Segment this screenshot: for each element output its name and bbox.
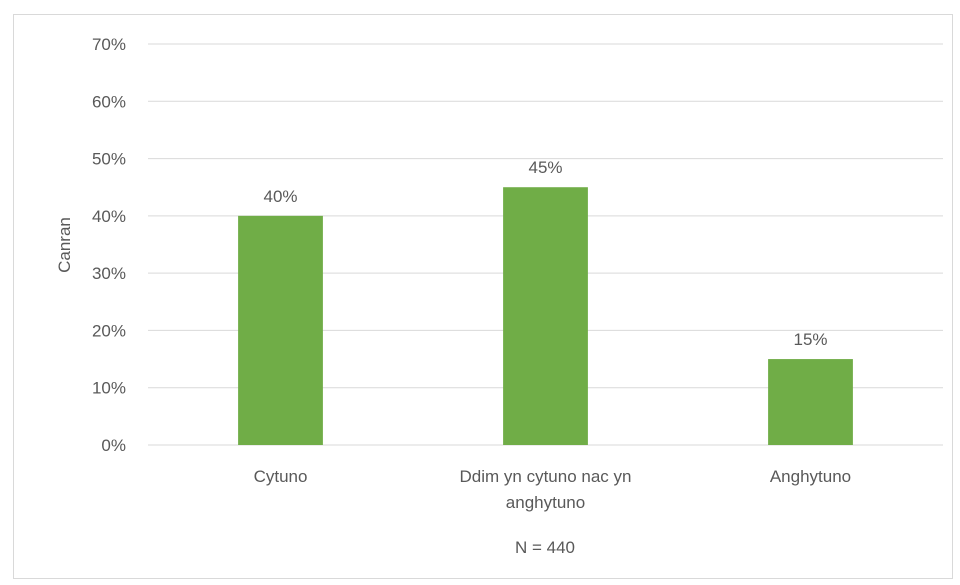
bar — [238, 215, 323, 445]
data-labels: 40% 45% 15% — [263, 158, 827, 349]
data-label: 40% — [263, 187, 297, 206]
x-axis-ticks: Cytuno Ddim yn cytuno nac yn anghytuno Angh… — [254, 467, 852, 512]
bars — [238, 187, 853, 445]
x-axis-title: N = 440 — [515, 538, 575, 557]
y-tick-label: 0% — [101, 436, 126, 455]
y-tick-label: 60% — [92, 92, 126, 111]
y-tick-label: 40% — [92, 207, 126, 226]
y-tick-label: 50% — [92, 150, 126, 169]
data-label: 45% — [528, 158, 562, 177]
y-tick-label: 20% — [92, 321, 126, 340]
x-tick-label: Cytuno — [254, 467, 308, 486]
y-tick-label: 10% — [92, 379, 126, 398]
x-tick-label: Anghytuno — [770, 467, 851, 486]
data-label: 15% — [793, 330, 827, 349]
bar — [768, 359, 853, 445]
chart-area — [13, 14, 953, 579]
y-axis-ticks: 0% 10% 20% 30% 40% 50% 60% 70% — [92, 35, 126, 455]
y-tick-label: 30% — [92, 264, 126, 283]
y-axis-title: Canran — [55, 217, 74, 273]
x-tick-label: Ddim yn cytuno nac yn anghytuno — [460, 467, 632, 512]
y-tick-label: 70% — [92, 35, 126, 54]
bar — [503, 187, 588, 445]
